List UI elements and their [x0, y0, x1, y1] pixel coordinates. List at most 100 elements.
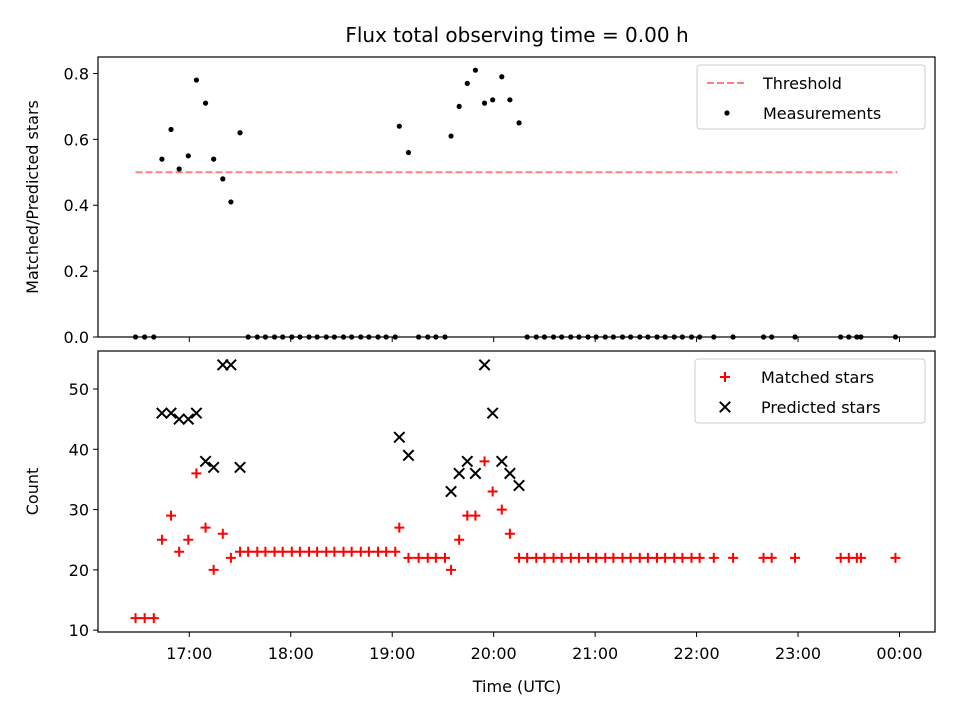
data-point [199, 455, 212, 468]
data-point [237, 130, 243, 136]
data-point [190, 407, 203, 420]
data-point [183, 534, 194, 545]
y-tick-label: 0.2 [64, 262, 89, 281]
y-axis-label: Count [23, 468, 42, 516]
data-point [176, 166, 182, 172]
data-point [472, 67, 479, 73]
axes-frame [97, 350, 936, 633]
data-point [766, 552, 777, 563]
data-point [708, 552, 719, 563]
data-point [470, 510, 481, 521]
legend-box [696, 64, 926, 130]
data-point [456, 103, 462, 110]
x-axis-label: Time (UTC) [472, 677, 561, 696]
y-tick-label: 40 [69, 440, 89, 459]
series-matched-stars [130, 456, 901, 624]
data-point [591, 552, 602, 563]
data-point [464, 80, 470, 86]
data-point [677, 552, 688, 563]
x-tick-label: 23:00 [775, 644, 821, 663]
data-point [156, 407, 168, 420]
legend-label: Measurements [763, 104, 881, 123]
data-point [139, 613, 150, 624]
data-point [522, 552, 533, 563]
data-point [243, 546, 254, 557]
y-tick-label: 50 [69, 380, 89, 399]
legend: Matched stars Predicted stars [694, 358, 926, 424]
data-point [490, 97, 496, 103]
data-point [228, 199, 234, 205]
y-tick-label: 10 [69, 621, 89, 640]
data-point [495, 455, 508, 468]
data-point [202, 100, 209, 106]
data-point [728, 552, 739, 563]
x-tick-label: 20:00 [471, 644, 517, 663]
data-point [156, 534, 167, 545]
data-point [403, 552, 414, 563]
data-point [513, 479, 525, 492]
data-point [789, 552, 800, 563]
data-point [608, 552, 619, 563]
data-point [479, 456, 490, 467]
data-point [165, 407, 177, 420]
y-tick-label: 0.0 [64, 328, 89, 347]
data-point [234, 461, 246, 474]
data-point [174, 546, 185, 557]
data-point [445, 485, 457, 498]
legend-label: Predicted stars [761, 398, 881, 417]
data-point [260, 546, 271, 557]
data-point [486, 407, 499, 420]
data-point [200, 522, 211, 533]
data-point [405, 149, 412, 156]
data-point [185, 153, 191, 159]
data-point [454, 534, 465, 545]
data-point [393, 431, 406, 444]
data-point [446, 564, 457, 575]
legend-swatch [719, 401, 731, 413]
data-point [363, 546, 374, 557]
data-point [481, 100, 488, 106]
data-point [487, 486, 498, 497]
data-point [890, 552, 901, 563]
legend: Threshold Measurements [696, 64, 926, 130]
data-point [173, 413, 186, 426]
data-point [207, 461, 220, 474]
legend-swatch [724, 110, 730, 116]
data-point [516, 120, 522, 126]
data-point [224, 358, 237, 371]
x-tick-label: 17:00 [166, 644, 212, 663]
data-point [220, 176, 226, 182]
data-point [855, 552, 866, 563]
x-tick-label: 22:00 [674, 644, 720, 663]
y-axis-label: Matched/Predicted stars [23, 100, 42, 294]
bottom-panel-counts: 10 20 30 40 50 17:00 18:00 19:00 20:00 21:00 22:00… [23, 350, 936, 663]
data-point [430, 552, 441, 563]
data-point [496, 504, 507, 515]
data-point [694, 552, 705, 563]
series-predicted-stars [156, 358, 525, 498]
data-point [507, 97, 513, 103]
y-tick-label: 0.8 [64, 64, 89, 83]
data-point [225, 552, 236, 563]
data-point [461, 455, 474, 468]
data-point [448, 133, 454, 139]
data-point [193, 77, 200, 83]
data-point [294, 546, 305, 557]
data-point [277, 546, 288, 557]
data-point [499, 74, 505, 80]
chart-title: Flux total observing time = 0.00 h [345, 23, 688, 47]
y-tick-label: 0.4 [64, 196, 89, 215]
data-point [148, 613, 159, 624]
data-point [208, 564, 219, 575]
data-point [159, 156, 165, 162]
data-point [469, 467, 482, 480]
data-point [503, 467, 516, 480]
data-point [329, 546, 340, 557]
data-point [346, 546, 357, 557]
legend-label: Threshold [762, 74, 842, 93]
x-tick-label: 21:00 [572, 644, 618, 663]
data-point [625, 552, 636, 563]
y-tick-label: 0.6 [64, 130, 89, 149]
data-point [478, 358, 491, 371]
data-point [168, 126, 174, 133]
